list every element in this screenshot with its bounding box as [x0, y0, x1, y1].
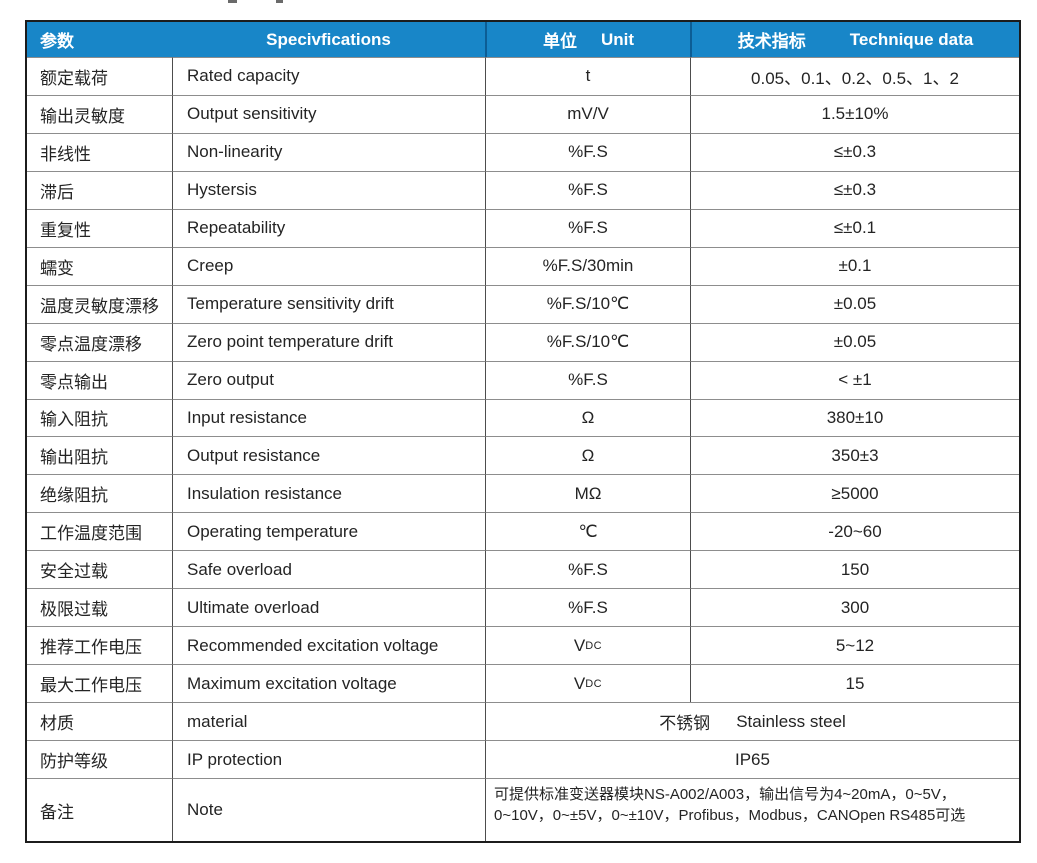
header-specifications: Specivfications: [172, 22, 485, 57]
row-specification-en: Insulation resistance: [172, 474, 485, 513]
unit-main: V: [573, 673, 586, 693]
row-value: 1.5±10%: [690, 94, 1019, 133]
unit-subscript: DC: [585, 639, 603, 652]
row-specification-en: Recommended excitation voltage: [172, 626, 485, 665]
row-parameter-cn: 零点输出: [27, 360, 172, 399]
row-value: 150: [690, 550, 1019, 589]
row-unit: %F.S: [485, 170, 690, 209]
row-parameter-cn: 绝缘阻抗: [27, 474, 172, 512]
header-parameter-label: 参数: [40, 32, 74, 51]
row-parameter-cn: 工作温度范围: [27, 512, 172, 550]
row-parameter-cn: 输出阻抗: [27, 436, 172, 474]
row-unit: t: [485, 57, 690, 95]
row-parameter-cn: 安全过载: [27, 550, 172, 588]
header-unit: 单位 Unit: [485, 22, 690, 57]
row-unit: %F.S: [485, 550, 690, 589]
row-specification-en: Zero output: [172, 360, 485, 399]
row-parameter-cn: 额定载荷: [27, 57, 172, 95]
row-specification-en: Operating temperature: [172, 512, 485, 551]
row-specification-en: Non-linearity: [172, 132, 485, 171]
unit-main: V: [573, 635, 586, 655]
row-value: ±0.05: [690, 322, 1019, 361]
row-value: ≤±0.1: [690, 208, 1019, 247]
row-specification-en: Creep: [172, 246, 485, 285]
header-technique-cn: 技术指标: [737, 32, 806, 51]
row-unit: V DC: [485, 626, 690, 665]
row-specification-en: Ultimate overload: [172, 588, 485, 627]
merged-value-en: Stainless steel: [736, 711, 846, 731]
row-value: -20~60: [690, 512, 1019, 551]
row-unit: V DC: [485, 664, 690, 703]
row-value: 5~12: [690, 626, 1019, 665]
row-value: ≤±0.3: [690, 170, 1019, 209]
row-unit: %F.S: [485, 588, 690, 627]
row-specification-en: material: [172, 702, 485, 741]
row-specification-en: Maximum excitation voltage: [172, 664, 485, 703]
row-specification-en: Input resistance: [172, 398, 485, 437]
header-specifications-label: Specivfications: [266, 29, 391, 49]
row-parameter-cn: 备注: [27, 778, 172, 841]
row-value: < ±1: [690, 360, 1019, 399]
row-unit: %F.S: [485, 132, 690, 171]
row-parameter-cn: 输入阻抗: [27, 398, 172, 437]
row-value: ≤±0.3: [690, 132, 1019, 171]
row-merged-value: 不锈钢 Stainless steel: [485, 702, 1019, 741]
row-parameter-cn: 极限过载: [27, 588, 172, 626]
row-value: 300: [690, 588, 1019, 627]
row-value: ≥5000: [690, 474, 1019, 513]
row-parameter-cn: 滞后: [27, 170, 172, 209]
row-parameter-cn: 非线性: [27, 132, 172, 171]
row-parameter-cn: 输出灵敏度: [27, 94, 172, 133]
row-unit: Ω: [485, 398, 690, 437]
note-line: 可提供标准变送器模块NS-A002/A003，输出信号为4~20mA，0~5V，: [494, 786, 956, 803]
row-unit: Ω: [485, 436, 690, 475]
row-merged-value: IP65: [485, 740, 1019, 778]
header-unit-cn: 单位: [542, 32, 577, 51]
row-specification-en: Output sensitivity: [172, 94, 485, 133]
row-parameter-cn: 材质: [27, 702, 172, 740]
row-specification-en: Zero point temperature drift: [172, 322, 485, 361]
row-specification-en: Output resistance: [172, 436, 485, 475]
row-parameter-cn: 推荐工作电压: [27, 626, 172, 664]
row-unit: %F.S/10℃: [485, 284, 690, 323]
row-specification-en: Rated capacity: [172, 57, 485, 95]
row-parameter-cn: 零点温度漂移: [27, 322, 172, 361]
row-note-value: 可提供标准变送器模块NS-A002/A003，输出信号为4~20mA，0~5V，…: [485, 778, 1019, 841]
row-value: 0.05、0.1、0.2、0.5、1、2: [690, 57, 1019, 95]
header-unit-en: Unit: [600, 29, 635, 49]
row-value: ±0.1: [690, 246, 1019, 285]
row-value: 15: [690, 664, 1019, 703]
row-unit: %F.S: [485, 360, 690, 399]
row-unit: MΩ: [485, 474, 690, 513]
row-parameter-cn: 防护等级: [27, 740, 172, 778]
row-parameter-cn: 最大工作电压: [27, 664, 172, 702]
note-line: 0~10V，0~±5V，0~±10V，Profibus，Modbus，CANOp…: [494, 807, 966, 824]
row-unit: ℃: [485, 512, 690, 551]
row-specification-en: IP protection: [172, 740, 485, 778]
row-specification-en: Note: [172, 778, 485, 841]
row-unit: %F.S/10℃: [485, 322, 690, 361]
row-specification-en: Repeatability: [172, 208, 485, 247]
row-parameter-cn: 重复性: [27, 208, 172, 247]
row-parameter-cn: 蠕变: [27, 246, 172, 285]
header-parameter: 参数: [27, 22, 172, 57]
row-value: 350±3: [690, 436, 1019, 475]
cropped-text-artifact: [228, 0, 237, 3]
cropped-text-artifact: [276, 0, 283, 3]
row-unit: %F.S/30min: [485, 246, 690, 285]
row-specification-en: Safe overload: [172, 550, 485, 589]
unit-subscript: DC: [585, 677, 603, 690]
row-value: 380±10: [690, 398, 1019, 437]
header-technique-data: 技术指标 Technique data: [690, 22, 1019, 57]
row-value: ±0.05: [690, 284, 1019, 323]
row-specification-en: Temperature sensitivity drift: [172, 284, 485, 323]
row-unit: mV/V: [485, 94, 690, 133]
row-parameter-cn: 温度灵敏度漂移: [27, 284, 172, 323]
header-technique-en: Technique data: [849, 29, 974, 49]
merged-value-cn: 不锈钢: [659, 714, 711, 734]
row-specification-en: Hystersis: [172, 170, 485, 209]
spec-table: 参数 Specivfications 单位 Unit 技术指标 Techniqu…: [25, 20, 1021, 843]
row-unit: %F.S: [485, 208, 690, 247]
